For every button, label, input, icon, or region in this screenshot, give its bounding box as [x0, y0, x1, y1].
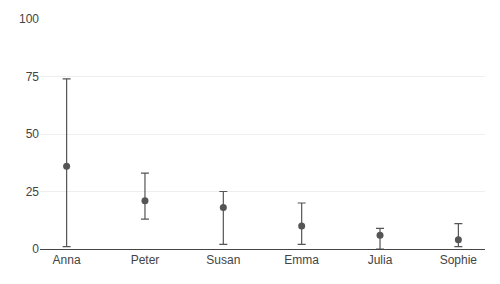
svg-text:25: 25 — [26, 185, 40, 199]
svg-text:Emma: Emma — [284, 253, 319, 267]
svg-text:75: 75 — [26, 70, 40, 84]
svg-text:Peter: Peter — [131, 253, 160, 267]
svg-text:0: 0 — [32, 242, 39, 256]
svg-text:Susan: Susan — [206, 253, 240, 267]
svg-text:100: 100 — [19, 12, 39, 26]
svg-text:Anna: Anna — [53, 253, 81, 267]
svg-text:50: 50 — [26, 127, 40, 141]
svg-text:Sophie: Sophie — [440, 253, 478, 267]
svg-text:Julia: Julia — [368, 253, 393, 267]
